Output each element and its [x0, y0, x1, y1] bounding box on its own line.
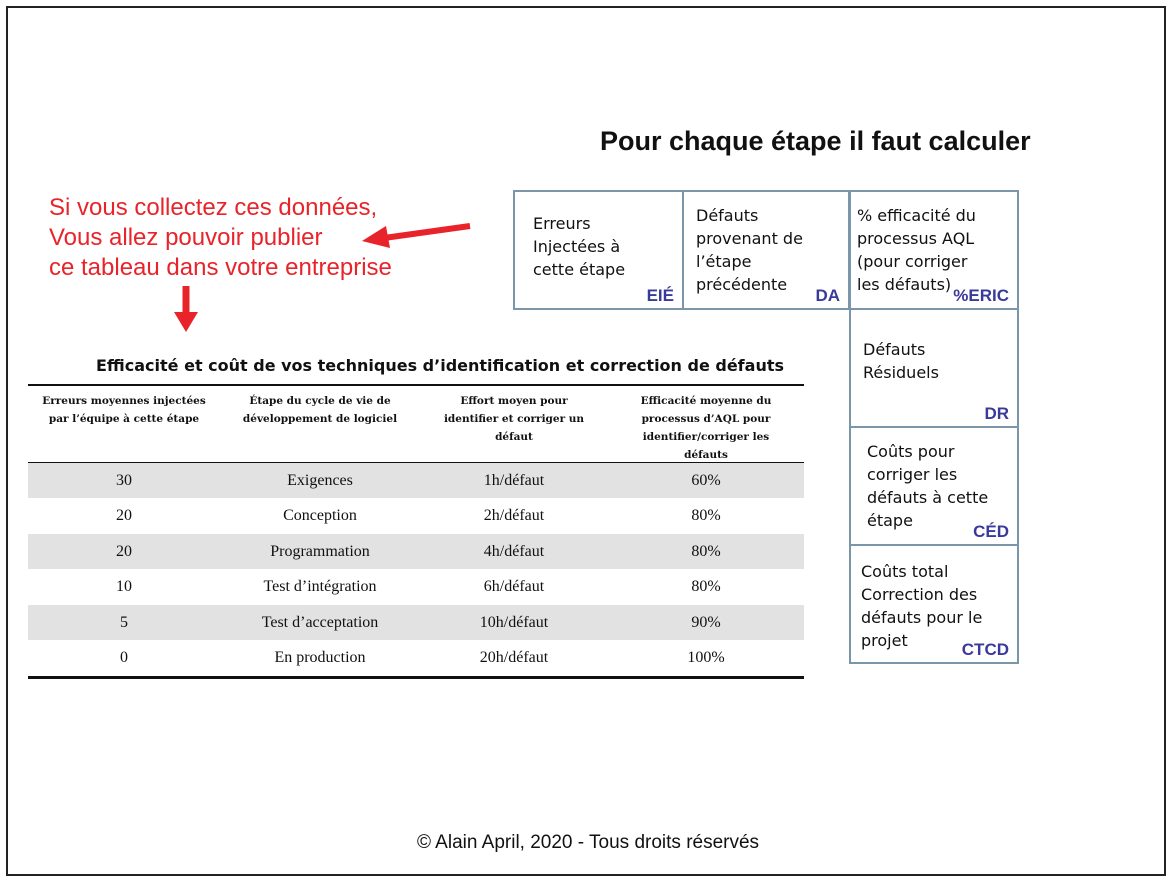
box-ctcd: Coûts total Correction des défauts pour …: [849, 544, 1019, 664]
header-line: Efficacité moyenne du: [640, 395, 772, 407]
table-cell: 80%: [691, 578, 721, 596]
box-eie: Erreurs Injectées à cette étape EIÉ: [513, 190, 684, 310]
table-cell: Test d’acceptation: [261, 613, 379, 631]
box-line: Correction des: [861, 585, 978, 604]
arrow-left-icon: [362, 223, 471, 248]
box-line: % efficacité du: [857, 206, 976, 225]
box-abbr: EIÉ: [646, 286, 674, 305]
table-cell: 4h/défaut: [483, 542, 545, 560]
callout-text: Si vous collectez ces données, Vous alle…: [49, 193, 392, 283]
box-line: défauts pour le: [861, 608, 983, 627]
table-cell: 100%: [687, 649, 725, 666]
box-line: Coûts total: [861, 562, 949, 581]
table-row: 20 Programmation 4h/défaut 80%: [28, 533, 804, 569]
box-label: Défauts provenant de l’étape précédente: [696, 204, 803, 296]
header-line: Erreurs moyennes injectées: [42, 395, 206, 407]
table-cell: 0: [120, 649, 128, 666]
box-line: Coûts pour: [867, 442, 955, 461]
header-line: identifier et corriger un: [443, 413, 585, 425]
box-line: étape: [867, 511, 913, 530]
box-line: précédente: [696, 275, 788, 294]
table-bottom-rule: [28, 676, 804, 679]
box-eric: % efficacité du processus AQL (pour corr…: [849, 190, 1019, 310]
header-line: par l’équipe à cette étape: [48, 413, 200, 425]
header-line: Effort moyen pour: [460, 395, 568, 407]
box-label: Coûts pour corriger les défauts à cette …: [867, 440, 988, 532]
table-cell: 2h/défaut: [483, 507, 545, 525]
box-label: % efficacité du processus AQL (pour corr…: [857, 204, 976, 296]
table-cell: 20: [116, 507, 132, 525]
table-cell: Test d’intégration: [263, 578, 377, 596]
box-line: Défauts: [696, 206, 759, 225]
box-line: Erreurs: [533, 214, 591, 233]
header-line: défauts: [684, 449, 728, 461]
table-title: Efficacité et coût de vos techniques d’i…: [96, 356, 784, 375]
box-line: projet: [861, 631, 908, 650]
table-row: 30 Exigences 1h/défaut 60%: [28, 463, 804, 498]
table-cell: 80%: [691, 542, 721, 560]
box-abbr: DA: [815, 286, 840, 305]
box-label: Erreurs Injectées à cette étape: [533, 212, 625, 281]
table-row: 5 Test d’acceptation 10h/défaut 90%: [28, 604, 804, 640]
box-line: Résiduels: [863, 363, 939, 382]
table-row: 20 Conception 2h/défaut 80%: [28, 498, 804, 533]
box-ced: Coûts pour corriger les défauts à cette …: [849, 426, 1019, 546]
callout-line: ce tableau dans votre entreprise: [49, 254, 392, 281]
box-dr: Défauts Résiduels DR: [849, 308, 1019, 428]
header-line: défaut: [495, 431, 533, 443]
header-line: identifier/corriger les: [642, 431, 770, 443]
header-line: Étape du cycle de vie de: [249, 395, 391, 407]
table-cell: Conception: [283, 507, 357, 525]
table-cell: 1h/défaut: [483, 472, 545, 489]
box-line: corriger les: [867, 465, 958, 484]
table-cell: 10h/défaut: [479, 613, 549, 631]
table-cell: 20h/défaut: [479, 649, 549, 666]
box-abbr: CÉD: [973, 522, 1009, 541]
box-line: les défauts): [857, 275, 952, 294]
table-cell: 6h/défaut: [483, 578, 545, 596]
box-line: Injectées à: [533, 237, 621, 256]
callout-line: Vous allez pouvoir publier: [49, 224, 323, 251]
column-header-efficiency: Efficacité moyenne du processus d’AQL po…: [608, 392, 804, 464]
table-cell: En production: [274, 649, 366, 666]
box-line: l’étape: [696, 252, 752, 271]
column-header-errors: Erreurs moyennes injectées par l’équipe …: [28, 392, 220, 428]
box-abbr: DR: [984, 404, 1009, 423]
box-line: cette étape: [533, 260, 626, 279]
box-label: Défauts Résiduels: [863, 338, 939, 384]
table-cell: 80%: [691, 507, 721, 525]
box-line: défauts à cette: [867, 488, 989, 507]
box-label: Coûts total Correction des défauts pour …: [861, 560, 982, 652]
callout-line: Si vous collectez ces données,: [49, 194, 378, 221]
table-top-rule: [28, 384, 804, 386]
header-line: développement de logiciel: [242, 413, 398, 425]
table-row: 10 Test d’intégration 6h/défaut 80%: [28, 569, 804, 604]
table-row: 0 En production 20h/défaut 100%: [28, 640, 804, 675]
box-line: Défauts: [863, 340, 926, 359]
box-da: Défauts provenant de l’étape précédente …: [682, 190, 850, 310]
copyright-footer: © Alain April, 2020 - Tous droits réserv…: [416, 832, 760, 853]
table-cell: 20: [116, 542, 132, 560]
box-abbr: CTCD: [961, 640, 1009, 659]
table-cell: 30: [116, 472, 132, 489]
table-cell: Programmation: [270, 542, 370, 560]
table-cell: Exigences: [287, 472, 353, 489]
box-line: (pour corriger: [857, 252, 968, 271]
table-cell: 5: [120, 613, 128, 631]
table-cell: 60%: [691, 472, 721, 489]
table-cell: 10: [116, 578, 132, 596]
column-header-effort: Effort moyen pour identifier et corriger…: [420, 392, 608, 446]
slide-frame: [6, 6, 1166, 876]
column-header-stage: Étape du cycle de vie de développement d…: [220, 392, 420, 428]
slide-title: Pour chaque étape il faut calculer: [600, 126, 1031, 156]
header-line: processus d’AQL pour: [641, 413, 771, 425]
arrow-down-icon: [174, 286, 198, 332]
box-abbr: %ERIC: [953, 286, 1009, 305]
box-line: provenant de: [696, 229, 803, 248]
box-line: processus AQL: [857, 229, 975, 248]
table-cell: 90%: [691, 613, 721, 631]
